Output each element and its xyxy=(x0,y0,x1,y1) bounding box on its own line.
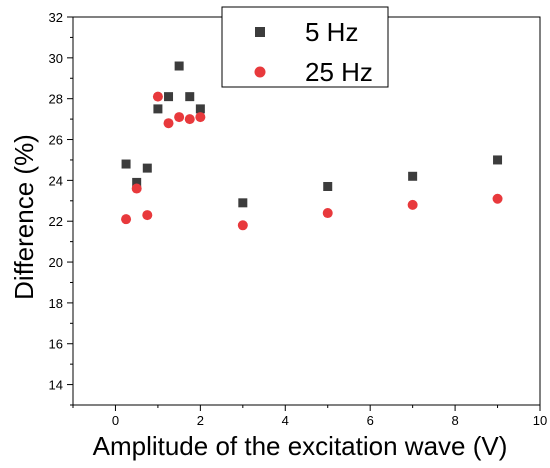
data-point-5-hz xyxy=(142,163,152,173)
data-point-5-hz xyxy=(323,181,333,191)
y-tick-label: 32 xyxy=(49,10,63,25)
y-axis-title: Difference (%) xyxy=(9,134,39,300)
data-point-5-hz xyxy=(174,61,184,71)
data-point-5-hz xyxy=(238,198,248,208)
data-point-5-hz xyxy=(493,155,503,165)
legend-box xyxy=(221,6,389,88)
x-tick-label: 0 xyxy=(112,413,119,428)
legend-label-25-hz: 25 Hz xyxy=(305,57,373,87)
data-point-5-hz xyxy=(153,104,163,114)
data-point-5-hz xyxy=(185,92,195,102)
y-tick-label: 20 xyxy=(49,255,63,270)
data-point-5-hz xyxy=(195,104,205,114)
legend: 5 Hz 25 Hz xyxy=(221,6,389,88)
legend-marker-25-hz xyxy=(254,66,266,78)
points-layer xyxy=(121,61,503,231)
y-tick-label: 22 xyxy=(49,214,63,229)
data-point-25-hz xyxy=(322,208,333,219)
y-tick-label: 14 xyxy=(49,378,63,393)
x-tick-label: 10 xyxy=(533,413,547,428)
data-point-25-hz xyxy=(131,183,142,194)
x-tick-label: 2 xyxy=(197,413,204,428)
legend-marker-5-hz xyxy=(255,27,265,37)
x-tick-label: 8 xyxy=(451,413,458,428)
y-tick-label: 28 xyxy=(49,92,63,107)
data-point-25-hz xyxy=(163,118,174,129)
data-point-25-hz xyxy=(237,220,248,231)
y-tick-label: 30 xyxy=(49,51,63,66)
x-tick-label: 6 xyxy=(367,413,374,428)
data-point-5-hz xyxy=(121,159,131,169)
y-tick-label: 26 xyxy=(49,133,63,148)
data-point-25-hz xyxy=(174,112,185,123)
y-tick-label: 24 xyxy=(49,173,63,188)
data-point-5-hz xyxy=(164,92,174,102)
legend-label-5-hz: 5 Hz xyxy=(305,17,358,47)
data-point-5-hz xyxy=(408,171,418,181)
data-point-25-hz xyxy=(142,210,153,221)
y-tick-label: 16 xyxy=(49,337,63,352)
x-tick-label: 4 xyxy=(282,413,289,428)
data-point-25-hz xyxy=(121,214,132,225)
data-point-25-hz xyxy=(492,193,503,204)
x-axis-title: Amplitude of the excitation wave (V) xyxy=(93,431,508,461)
data-point-25-hz xyxy=(184,114,195,125)
y-tick-label: 18 xyxy=(49,296,63,311)
data-point-25-hz xyxy=(152,91,163,102)
data-point-5-hz xyxy=(132,177,142,187)
data-point-25-hz xyxy=(195,112,206,123)
data-point-25-hz xyxy=(407,199,418,210)
